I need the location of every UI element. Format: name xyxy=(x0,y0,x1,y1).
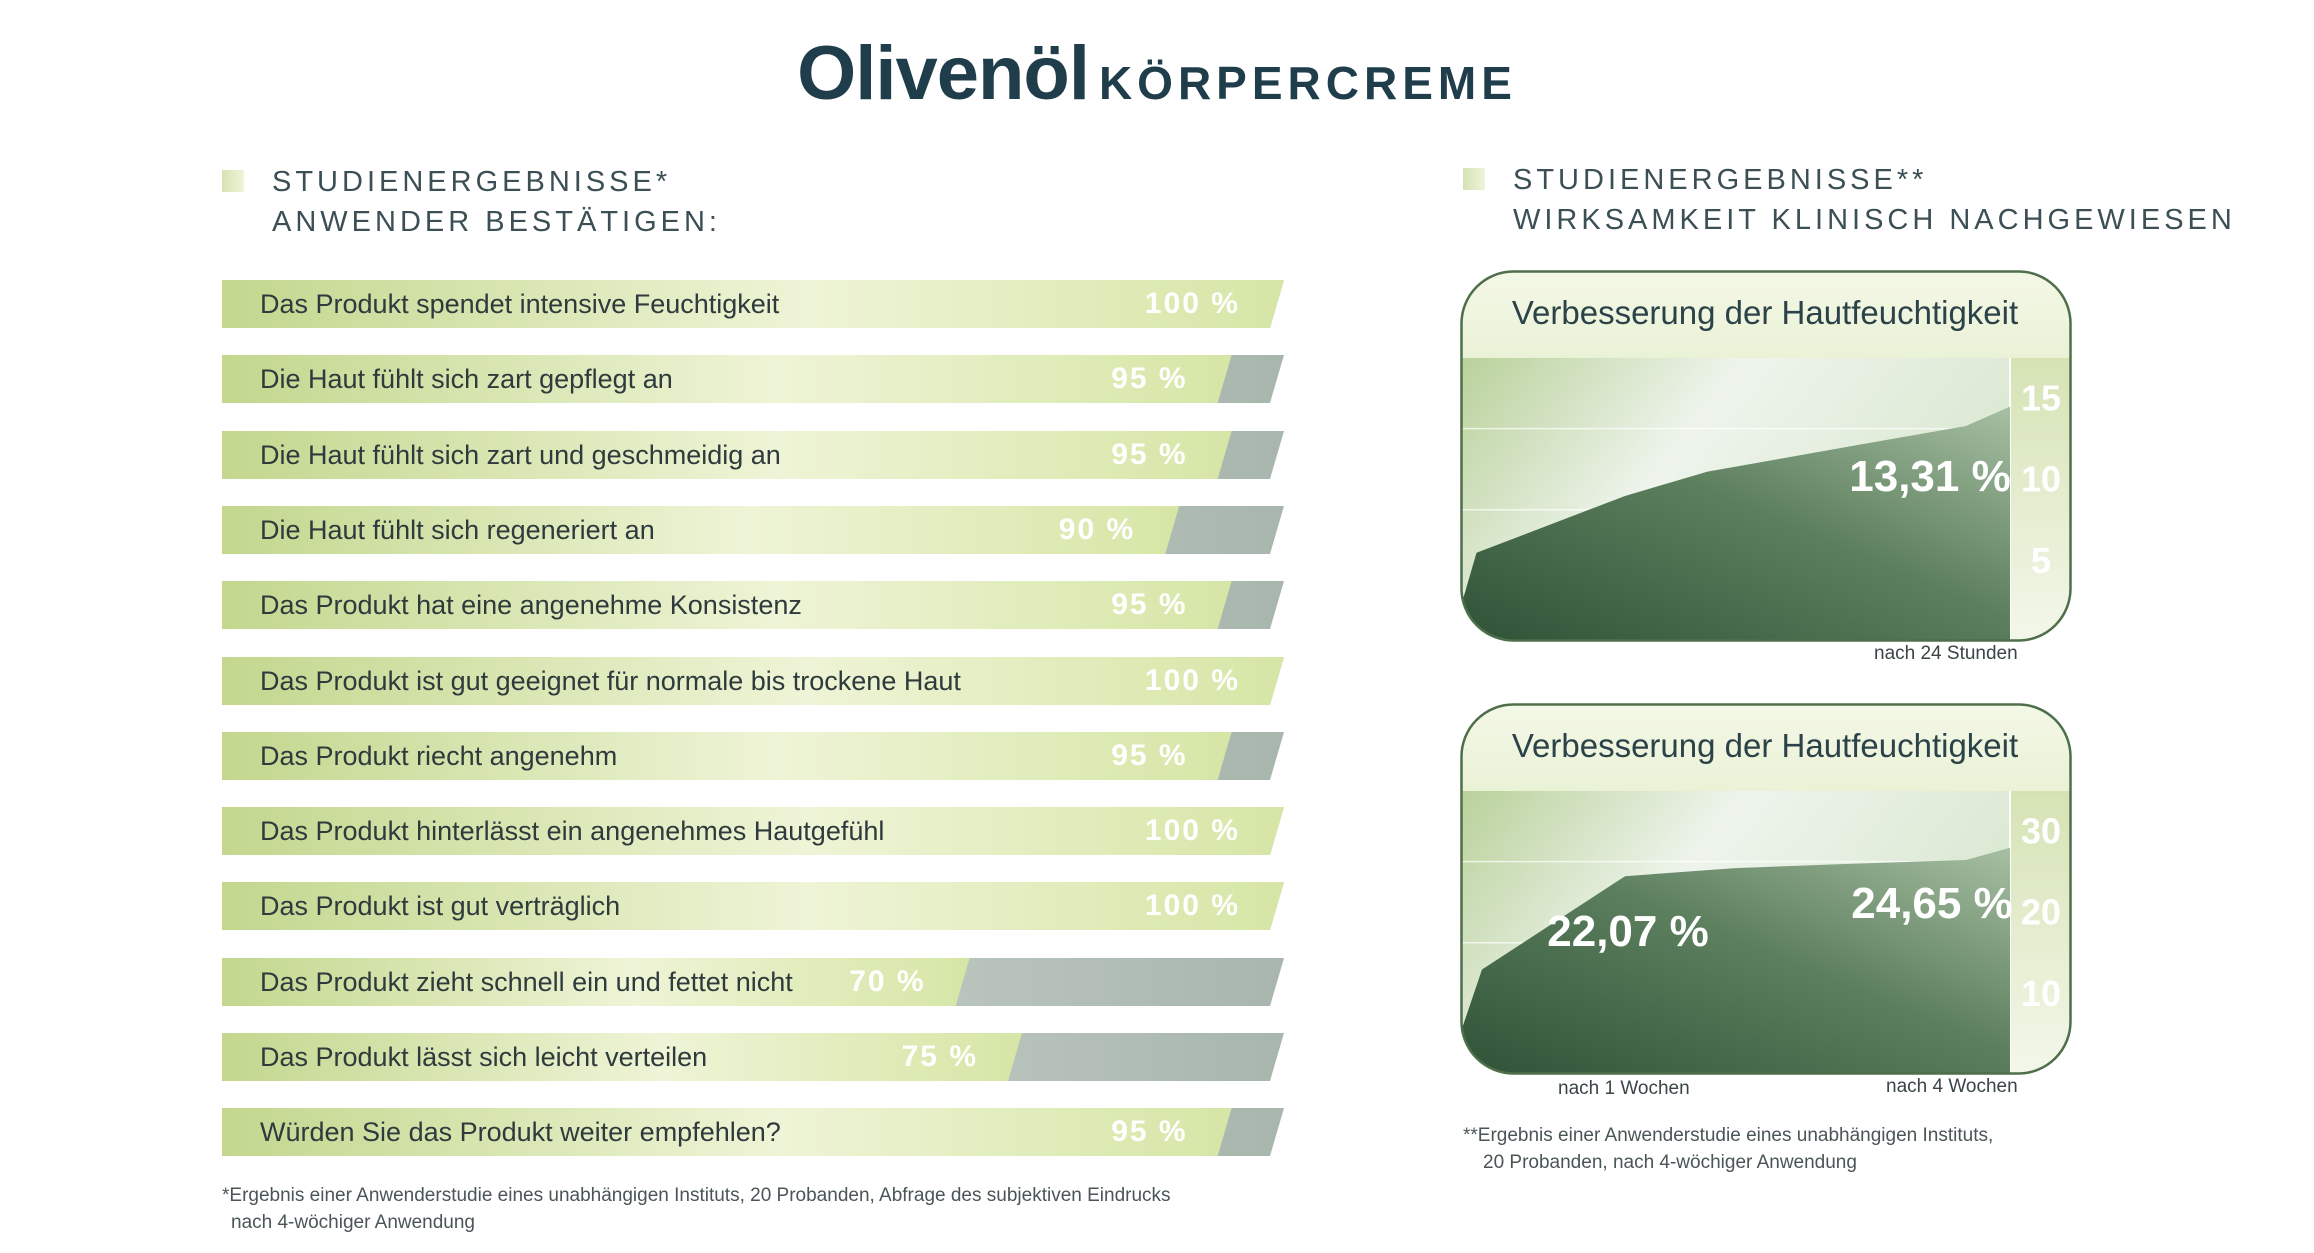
y-tick-label: 5 xyxy=(2031,540,2051,581)
bar-fill xyxy=(222,882,1284,931)
bar-fill xyxy=(222,807,1284,856)
bar-fill xyxy=(222,581,1232,630)
bar-row: Die Haut fühlt sich regeneriert an 90 % xyxy=(222,505,1284,554)
value-annotation: 13,31 % xyxy=(1849,452,2010,501)
bar-svg xyxy=(222,731,1284,780)
bar-value-label: 100 % xyxy=(1144,287,1240,320)
bar-svg xyxy=(222,430,1284,479)
y-tick-label: 20 xyxy=(2021,892,2061,933)
bar-fill xyxy=(222,430,1232,479)
value-annotation: 24,65 % xyxy=(1851,879,2012,928)
moisture-chart-24h: 15 10 5 13,31 % Verbesserung der Hautfeucht… xyxy=(1460,270,2072,642)
footnote-left-line1: *Ergebnis einer Anwenderstudie eines una… xyxy=(222,1185,1171,1206)
bar-value-label: 90 % xyxy=(1058,512,1136,546)
right-section-line2: WIRKSAMKEIT KLINISCH NACHGEWIESEN xyxy=(1513,204,2236,236)
footnote-left: *Ergebnis einer Anwenderstudie eines una… xyxy=(222,1182,1171,1236)
bar-fill xyxy=(222,505,1180,554)
bar-label: Die Haut fühlt sich zart und geschmeidig… xyxy=(260,439,781,470)
chart-title: Verbesserung der Hautfeuchtigkeit xyxy=(1511,294,2019,331)
bar-label: Das Produkt riecht angenehm xyxy=(260,740,618,771)
bar-row: Das Produkt hinterlässt ein angenehmes H… xyxy=(222,807,1284,856)
bar-svg xyxy=(222,656,1284,705)
footnote-right: **Ergebnis einer Anwenderstudie eines un… xyxy=(1463,1122,1993,1176)
bar-label: Das Produkt hinterlässt ein angenehmes H… xyxy=(260,816,885,847)
bar-label: Das Produkt ist gut verträglich xyxy=(260,891,621,922)
bar-fill xyxy=(222,957,970,1006)
bar-fill xyxy=(222,280,1284,328)
bar-svg xyxy=(222,355,1284,404)
bar-row: Die Haut fühlt sich zart gepflegt an 95 % xyxy=(222,355,1284,404)
y-tick-label: 30 xyxy=(2021,811,2061,852)
bar-row: Das Produkt riecht angenehm 95 % xyxy=(222,731,1284,780)
bar-svg xyxy=(222,1108,1284,1157)
title-brand: Olivenöl xyxy=(797,31,1090,116)
panel-border xyxy=(1460,703,2072,1075)
bar-row: Das Produkt hat eine angenehme Konsisten… xyxy=(222,581,1284,630)
left-section-line2: ANWENDER BESTÄTIGEN: xyxy=(272,206,721,238)
bar-row: Das Produkt spendet intensive Feuchtigke… xyxy=(222,280,1284,328)
bar-label: Das Produkt spendet intensive Feuchtigke… xyxy=(260,289,780,319)
footnote-left-line2: nach 4-wöchiger Anwendung xyxy=(231,1212,476,1233)
y-tick-label: 10 xyxy=(2021,973,2061,1014)
left-section-line1: STUDIENERGEBNISSE* xyxy=(272,166,672,198)
bar-value-label: 95 % xyxy=(1111,1115,1188,1149)
bar-fill xyxy=(222,656,1284,705)
bar-value-label: 95 % xyxy=(1111,362,1188,396)
moisture-chart-weeks: 30 20 10 22,07 % 24,65 % Verbesserung der Ha… xyxy=(1460,703,2072,1075)
bar-label: Die Haut fühlt sich regeneriert an xyxy=(260,514,655,545)
bar-row: Das Produkt zieht schnell ein und fettet… xyxy=(222,957,1284,1006)
bar-row: Das Produkt lässt sich leicht verteilen 7… xyxy=(222,1033,1284,1081)
value-annotation: 22,07 % xyxy=(1547,907,1708,956)
bar-row: Würden Sie das Produkt weiter empfehlen?… xyxy=(222,1108,1284,1157)
y-tick-label: 10 xyxy=(2021,459,2061,500)
bar-value-label: 100 % xyxy=(1144,814,1240,848)
y-tick-label: 15 xyxy=(2021,378,2061,419)
bar-label: Würden Sie das Produkt weiter empfehlen? xyxy=(260,1117,781,1148)
bar-svg xyxy=(222,280,1284,328)
chart-title: Verbesserung der Hautfeuchtigkeit xyxy=(1511,727,2019,764)
bar-value-label: 95 % xyxy=(1111,588,1188,622)
bar-svg xyxy=(222,505,1284,554)
right-section-line1: STUDIENERGEBNISSE** xyxy=(1513,164,1928,196)
moisture-chart-24h-svg: 15 10 5 13,31 % xyxy=(1460,270,2072,642)
panel-border xyxy=(1460,270,2072,642)
bar-svg xyxy=(222,807,1284,856)
bar-row: Das Produkt ist gut verträglich 100 % xyxy=(222,882,1284,931)
bar-fill xyxy=(222,731,1232,780)
title-product: KÖRPERCREME xyxy=(1098,57,1517,109)
bar-svg xyxy=(222,957,1284,1006)
section-square-icon xyxy=(222,170,244,192)
bar-label: Das Produkt ist gut geeignet für normale… xyxy=(260,665,961,696)
bar-value-label: 95 % xyxy=(1111,437,1188,471)
bar-value-label: 70 % xyxy=(849,964,926,998)
bar-value-label: 95 % xyxy=(1111,738,1188,772)
bar-row: Die Haut fühlt sich zart und geschmeidig… xyxy=(222,430,1284,479)
moisture-chart-weeks-svg: 30 20 10 22,07 % 24,65 % xyxy=(1460,703,2072,1075)
bar-fill xyxy=(222,1108,1232,1157)
area-series xyxy=(1461,847,2010,1074)
bar-value-label: 75 % xyxy=(901,1040,978,1073)
area-series xyxy=(1461,406,2010,641)
y-axis-strip xyxy=(2010,358,2071,641)
x-label-24h: nach 24 Stunden xyxy=(1874,643,2018,664)
y-axis-strip xyxy=(2010,791,2071,1074)
section-square-icon xyxy=(1463,168,1485,190)
x-label-4-weeks: nach 4 Wochen xyxy=(1886,1076,2018,1097)
bar-fill xyxy=(222,355,1232,404)
bar-svg xyxy=(222,581,1284,630)
footnote-right-line1: **Ergebnis einer Anwenderstudie eines un… xyxy=(1463,1125,1994,1146)
footnote-right-line2: 20 Probanden, nach 4-wöchiger Anwendung xyxy=(1483,1152,1857,1173)
bar-svg xyxy=(222,1033,1284,1081)
bar-row: Das Produkt ist gut geeignet für normale… xyxy=(222,656,1284,705)
bar-fill xyxy=(222,1033,1022,1081)
bar-value-label: 100 % xyxy=(1144,889,1240,923)
bar-label: Das Produkt hat eine angenehme Konsisten… xyxy=(260,590,802,621)
bar-label: Das Produkt lässt sich leicht verteilen xyxy=(260,1042,708,1072)
x-label-1-week: nach 1 Wochen xyxy=(1558,1078,1690,1099)
bar-label: Das Produkt zieht schnell ein und fettet… xyxy=(260,966,793,997)
bar-value-label: 100 % xyxy=(1144,663,1240,697)
bar-svg xyxy=(222,882,1284,931)
bar-label: Die Haut fühlt sich zart gepflegt an xyxy=(260,364,673,395)
page-title: Olivenöl KÖRPERCREME xyxy=(0,30,2314,117)
